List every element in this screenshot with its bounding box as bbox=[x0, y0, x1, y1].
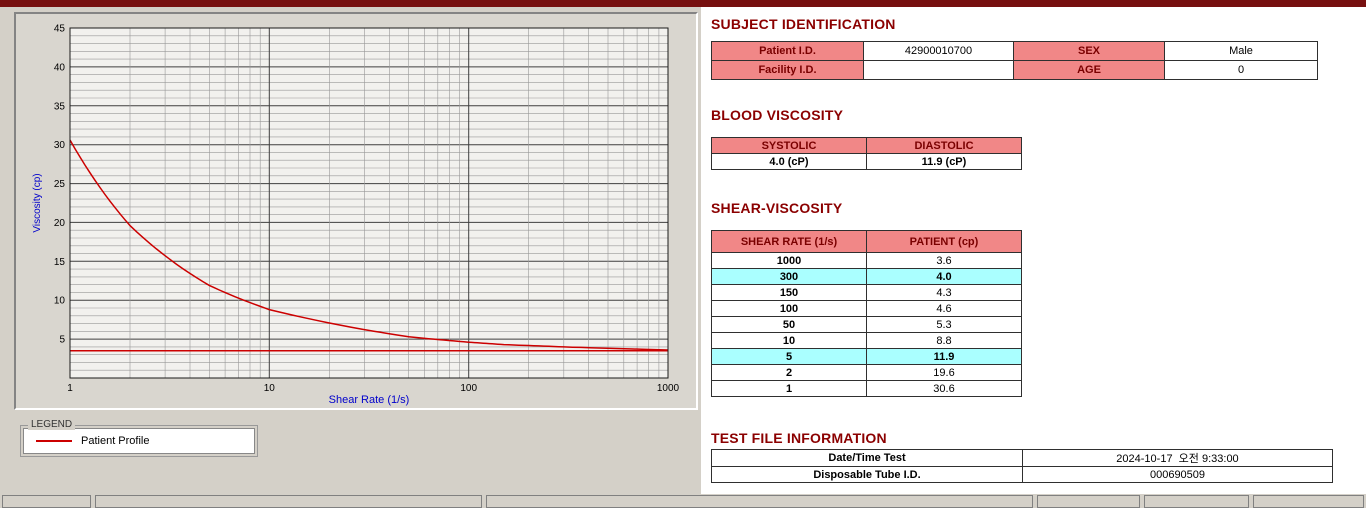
bottom-widget-2 bbox=[95, 495, 482, 508]
viscosity-chart-panel: 5 10 15 20 25 30 35 40 45 1 10 100 1000 Shear Rate (1… bbox=[14, 12, 698, 410]
bottom-widget-5 bbox=[1144, 495, 1249, 508]
patient-cp-cell: 30.6 bbox=[866, 380, 1022, 397]
window-titlebar bbox=[0, 0, 1366, 7]
patient-cp-cell: 4.6 bbox=[866, 300, 1022, 317]
patient-id-value: 42900010700 bbox=[863, 41, 1014, 61]
patient-id-label: Patient I.D. bbox=[711, 41, 864, 61]
diastolic-value: 11.9 (cP) bbox=[866, 153, 1022, 170]
table-row: 50 5.3 bbox=[711, 316, 1022, 333]
shear-viscosity-table: SHEAR RATE (1/s) PATIENT (cp) 1000 3.6 3… bbox=[711, 230, 1022, 397]
svg-text:10: 10 bbox=[264, 383, 276, 394]
shear-rate-cell: 5 bbox=[711, 348, 867, 365]
age-label: AGE bbox=[1013, 60, 1165, 80]
legend-line-sample bbox=[36, 440, 72, 442]
systolic-value: 4.0 (cP) bbox=[711, 153, 867, 170]
diastolic-label: DIASTOLIC bbox=[866, 137, 1022, 154]
blood-viscosity-table: SYSTOLIC DIASTOLIC 4.0 (cP) 11.9 (cP) bbox=[711, 137, 1022, 170]
table-row: SYSTOLIC DIASTOLIC bbox=[711, 137, 1022, 154]
shear-rate-cell: 1000 bbox=[711, 252, 867, 269]
subject-identification-heading: SUBJECT IDENTIFICATION bbox=[711, 16, 896, 32]
bottom-widget-1 bbox=[2, 495, 91, 508]
shear-rate-cell: 150 bbox=[711, 284, 867, 301]
bottom-widget-6 bbox=[1253, 495, 1364, 508]
patient-cp-cell: 4.3 bbox=[866, 284, 1022, 301]
shear-rate-column-header: SHEAR RATE (1/s) bbox=[711, 230, 867, 253]
table-row: Disposable Tube I.D. 000690509 bbox=[711, 466, 1333, 483]
facility-id-label: Facility I.D. bbox=[711, 60, 864, 80]
shear-viscosity-heading: SHEAR-VISCOSITY bbox=[711, 200, 843, 216]
table-row: 1000 3.6 bbox=[711, 252, 1022, 269]
test-file-information-heading: TEST FILE INFORMATION bbox=[711, 430, 887, 446]
bottom-widget-3 bbox=[486, 495, 1033, 508]
patient-cp-cell: 19.6 bbox=[866, 364, 1022, 381]
shear-rate-cell: 1 bbox=[711, 380, 867, 397]
table-row-highlighted: 5 11.9 bbox=[711, 348, 1022, 365]
patient-cp-cell: 4.0 bbox=[866, 268, 1022, 285]
svg-text:5: 5 bbox=[59, 335, 65, 346]
shear-rate-cell: 50 bbox=[711, 316, 867, 333]
sex-value: Male bbox=[1164, 41, 1318, 61]
table-row: 100 4.6 bbox=[711, 300, 1022, 317]
table-row: 4.0 (cP) 11.9 (cP) bbox=[711, 153, 1022, 170]
table-row: 10 8.8 bbox=[711, 332, 1022, 349]
svg-text:30: 30 bbox=[54, 140, 66, 151]
patient-cp-cell: 3.6 bbox=[866, 252, 1022, 269]
svg-text:10: 10 bbox=[54, 296, 66, 307]
table-row-highlighted: 300 4.0 bbox=[711, 268, 1022, 285]
legend-inner: Patient Profile bbox=[23, 428, 255, 454]
svg-text:1000: 1000 bbox=[657, 383, 680, 394]
shear-rate-cell: 300 bbox=[711, 268, 867, 285]
sex-label: SEX bbox=[1013, 41, 1165, 61]
date-time-test-value: 2024-10-17 오전 9:33:00 bbox=[1022, 449, 1333, 467]
svg-text:100: 100 bbox=[460, 383, 477, 394]
shear-rate-cell: 100 bbox=[711, 300, 867, 317]
date-time-test-label: Date/Time Test bbox=[711, 449, 1023, 467]
disposable-tube-id-value: 000690509 bbox=[1022, 466, 1333, 483]
disposable-tube-id-label: Disposable Tube I.D. bbox=[711, 466, 1023, 483]
systolic-label: SYSTOLIC bbox=[711, 137, 867, 154]
facility-id-value bbox=[863, 60, 1014, 80]
viscosity-chart: 5 10 15 20 25 30 35 40 45 1 10 100 1000 Shear Rate (1… bbox=[32, 24, 680, 407]
table-header-row: SHEAR RATE (1/s) PATIENT (cp) bbox=[711, 230, 1022, 253]
table-row: Facility I.D. AGE 0 bbox=[711, 60, 1318, 80]
shear-rate-cell: 10 bbox=[711, 332, 867, 349]
table-row: Date/Time Test 2024-10-17 오전 9:33:00 bbox=[711, 449, 1333, 467]
table-row: 150 4.3 bbox=[711, 284, 1022, 301]
patient-cp-cell: 11.9 bbox=[866, 348, 1022, 365]
svg-text:40: 40 bbox=[54, 62, 66, 73]
svg-text:45: 45 bbox=[54, 24, 66, 35]
svg-text:15: 15 bbox=[54, 257, 66, 268]
table-row: Patient I.D. 42900010700 SEX Male bbox=[711, 41, 1318, 61]
age-value: 0 bbox=[1164, 60, 1318, 80]
shear-rate-cell: 2 bbox=[711, 364, 867, 381]
test-file-information-table: Date/Time Test 2024-10-17 오전 9:33:00 Dis… bbox=[711, 449, 1333, 483]
patient-column-header: PATIENT (cp) bbox=[866, 230, 1022, 253]
svg-text:35: 35 bbox=[54, 101, 66, 112]
legend-entry-label: Patient Profile bbox=[81, 435, 150, 447]
table-row: 2 19.6 bbox=[711, 364, 1022, 381]
legend-title: LEGEND bbox=[28, 419, 76, 430]
svg-text:Viscosity (cp): Viscosity (cp) bbox=[32, 173, 43, 232]
chart-legend: LEGEND Patient Profile bbox=[20, 419, 258, 457]
svg-text:Shear Rate (1/s): Shear Rate (1/s) bbox=[329, 394, 410, 406]
svg-text:25: 25 bbox=[54, 179, 66, 190]
patient-cp-cell: 8.8 bbox=[866, 332, 1022, 349]
table-row: 1 30.6 bbox=[711, 380, 1022, 397]
subject-identification-table: Patient I.D. 42900010700 SEX Male Facili… bbox=[711, 41, 1318, 80]
blood-viscosity-heading: BLOOD VISCOSITY bbox=[711, 107, 844, 123]
bottom-widget-4 bbox=[1037, 495, 1140, 508]
patient-cp-cell: 5.3 bbox=[866, 316, 1022, 333]
legend-frame: Patient Profile bbox=[20, 425, 258, 457]
svg-text:1: 1 bbox=[67, 383, 73, 394]
svg-text:20: 20 bbox=[54, 218, 66, 229]
